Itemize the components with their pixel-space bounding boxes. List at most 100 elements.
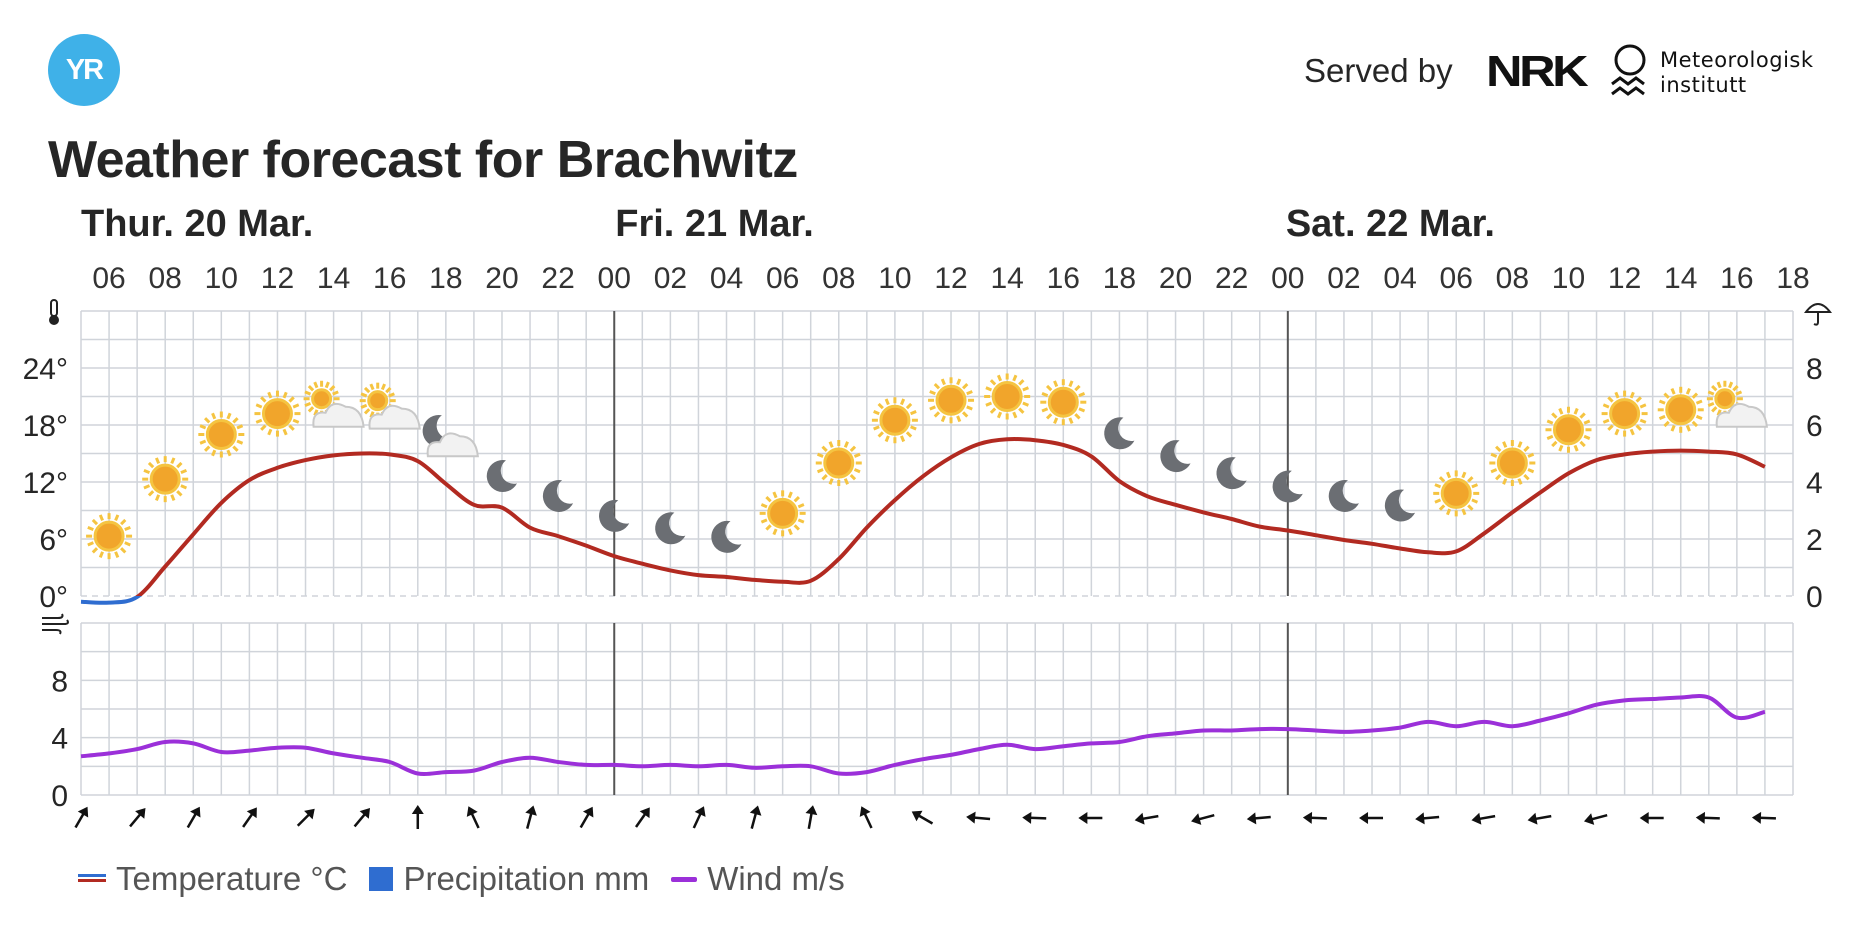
sun-ray [1583, 434, 1591, 440]
x-tick-label: 18 [429, 262, 462, 295]
wind-icon [42, 613, 69, 635]
arrow-head [1415, 812, 1425, 825]
sun-disc [879, 404, 911, 436]
moon-shape [1272, 470, 1303, 503]
x-tick-label: 06 [766, 262, 799, 295]
sun-ray [1467, 504, 1474, 511]
sun-ray [267, 391, 273, 399]
sun-ray [1558, 407, 1564, 415]
sun-ray [1053, 380, 1059, 388]
wind-direction-arrow-icon [911, 810, 934, 825]
arrow-head [411, 805, 424, 814]
sun-ray [260, 396, 267, 403]
wind-direction-arrow-icon [466, 806, 480, 829]
sun-disc [205, 419, 237, 450]
met-institute-logo-text: Meteorologisk institutt [1660, 48, 1814, 98]
sun-ray [143, 468, 151, 475]
sun-ray [1022, 386, 1029, 392]
sun-ray [760, 518, 768, 524]
sun-ray [1711, 384, 1718, 392]
sun-ray [170, 494, 176, 501]
sun-ray [877, 402, 884, 410]
sun-ray [933, 382, 941, 390]
arrow-head [1078, 812, 1088, 824]
sun-ray [1438, 476, 1446, 483]
sun-ray [1695, 414, 1703, 420]
x-tick-label: 02 [654, 262, 687, 295]
x-tick-label: 14 [990, 262, 1023, 295]
cloud-shape [426, 432, 479, 458]
sun-disc [311, 388, 333, 410]
legend-item-wind: Wind m/s [671, 860, 845, 898]
cloud-shape [368, 404, 421, 430]
arrow-head [1191, 813, 1202, 825]
wind-direction-arrow-icon [1695, 811, 1720, 824]
sun-ray [324, 381, 330, 389]
moon-icon [655, 512, 686, 545]
sun-ray [176, 490, 183, 497]
sun-ray [236, 439, 244, 445]
sun-ray [120, 547, 127, 554]
sun-ray [307, 384, 315, 392]
sun-ray [1573, 407, 1579, 415]
sun-ray [1074, 413, 1081, 420]
sun-ray [765, 524, 772, 531]
sun-disc [1552, 414, 1584, 446]
y-tick-label-temperature: 12° [23, 467, 68, 500]
y-tick-label-precipitation: 2 [1806, 524, 1823, 557]
sun-ray [900, 398, 906, 406]
sun-ray [226, 412, 232, 420]
sun-ray [255, 403, 263, 409]
sun-ray [905, 431, 913, 438]
x-tick-label: 06 [92, 262, 125, 295]
wind-direction-arrow-icon [1751, 811, 1776, 824]
arrow-head [1134, 812, 1145, 825]
sun-disc [991, 381, 1023, 412]
partly-cloudy-day-icon [1706, 380, 1768, 428]
legend-item-precipitation: Precipitation mm [369, 860, 649, 898]
sun-ray [124, 541, 131, 547]
sun-ray [332, 390, 339, 396]
sun-ray [1711, 406, 1718, 413]
sun-ray [114, 514, 120, 522]
sun-ray [1495, 473, 1502, 481]
sun-ray [772, 528, 778, 536]
wind-direction-arrow-icon [805, 805, 818, 830]
x-tick-label: 12 [261, 262, 294, 295]
yr-logo-text: YR [65, 53, 104, 86]
sun-ray [1434, 498, 1442, 504]
wind-direction-arrow-icon [353, 808, 371, 828]
y-tick-label-precipitation: 8 [1806, 353, 1823, 386]
sun-ray [1490, 468, 1498, 474]
sun-ray [821, 445, 828, 453]
arrow-head [1359, 812, 1369, 824]
x-tick-label: 02 [1327, 262, 1360, 295]
x-tick-label: 06 [1440, 262, 1473, 295]
moon-icon [1104, 417, 1135, 450]
wind-direction-arrow-icon [1359, 812, 1384, 824]
x-tick-label: 08 [822, 262, 855, 295]
sun-disc [367, 390, 389, 412]
thermometer-icon [49, 299, 59, 325]
legend-label-temperature: Temperature °C [116, 860, 348, 897]
sun-ray [360, 392, 368, 398]
sun-ray [236, 424, 244, 430]
sun-icon [871, 397, 918, 444]
arrow-head [1022, 811, 1032, 824]
sun-ray [98, 551, 104, 558]
sun-ray [369, 383, 375, 391]
page-title: Weather forecast for Brachwitz [48, 131, 798, 189]
sun-ray [1495, 445, 1502, 453]
sun-ray [1546, 419, 1554, 425]
arrow-head [1639, 812, 1649, 824]
sun-ray [1490, 452, 1498, 458]
met-institute-logo-icon [1611, 44, 1646, 96]
wind-direction-arrow-icon [1583, 813, 1608, 825]
x-tick-label: 04 [710, 262, 743, 295]
sun-disc [1440, 477, 1472, 509]
sun-ray [1471, 498, 1479, 504]
wind-direction-arrow-icon [1191, 813, 1215, 825]
y-tick-label-precipitation: 6 [1806, 410, 1823, 443]
sun-ray [87, 525, 94, 532]
wind-direction-arrow-icon [1471, 812, 1496, 825]
